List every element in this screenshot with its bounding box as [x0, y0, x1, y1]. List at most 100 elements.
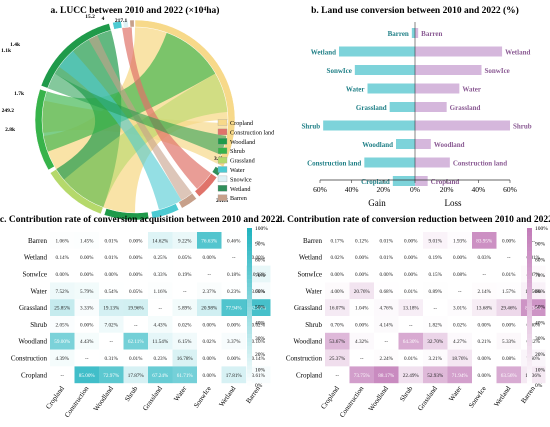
heatmap-cell-value: 0.00% [453, 255, 467, 261]
gain-bar [339, 46, 415, 57]
heatmap-cell-value: 0.17% [331, 238, 345, 244]
heatmap-cell-value: 13.18% [403, 306, 420, 312]
heatmap-cell-value: 0.02% [252, 322, 266, 328]
heatmap-cell [74, 366, 99, 384]
heatmap-cell [50, 232, 75, 249]
loss-bar [415, 65, 482, 75]
heatmap-cell [472, 232, 497, 249]
heatmap-cell-value: 4.32% [355, 339, 369, 345]
heatmap-cell-value: 4.00% [331, 289, 345, 295]
chord-arc-segment [49, 168, 104, 215]
colorbar-label: 40% [255, 320, 266, 326]
heatmap-cell [398, 265, 423, 283]
heatmap-row-label: Barren [303, 237, 323, 245]
heatmap-cell [172, 332, 197, 350]
colorbar-segment [247, 228, 252, 233]
colorbar-label: 60% [255, 289, 266, 295]
heatmap-cell [99, 332, 124, 350]
heatmap-cell [423, 299, 448, 316]
heatmap-cell-value: 0.54% [105, 289, 119, 295]
heatmap-cell-value: 0.01% [129, 356, 143, 362]
heatmap-cell [50, 282, 75, 300]
heatmap-cell [423, 265, 448, 283]
loss-bar [415, 83, 460, 94]
colorbar-segment [527, 267, 532, 272]
colorbar-segment [247, 302, 252, 307]
heatmap-cell-value: 7.60% [527, 356, 541, 362]
heatmap-cell-value: 0.02% [453, 322, 467, 328]
heatmap-cell-value: -- [61, 373, 65, 379]
heatmap-row-label: Water [305, 287, 322, 295]
heatmap-cell [123, 282, 148, 300]
heatmap-cell-value: 16.36% [525, 373, 542, 379]
loss-bar [415, 102, 447, 112]
loss-category-label: Wetland [505, 49, 530, 57]
heatmap-col-label: SonwIce [192, 385, 213, 410]
heatmap-cell [496, 282, 521, 300]
heatmap-cell-value: 0.14% [252, 356, 266, 362]
heatmap-cell-value: 1.57% [502, 289, 516, 295]
chord-arc-segment [178, 192, 197, 209]
heatmap-cell-value: -- [134, 322, 138, 328]
heatmap-col-label: SonwIce [467, 385, 488, 410]
heatmap-cell-value: 16.07% [329, 306, 346, 312]
heatmap-cell [325, 265, 350, 283]
panel-d-heatmap: d. Contribution rate of conversion reduc… [277, 215, 550, 419]
heatmap-cell [496, 299, 521, 316]
heatmap-row-label: Grassland [19, 304, 47, 312]
colorbar-segment [247, 357, 252, 362]
heatmap-cell-value: 0.00% [502, 322, 516, 328]
colorbar-label: 80% [535, 257, 546, 263]
heatmap-cell-value: 0.18% [227, 272, 241, 278]
heatmap-cell [246, 332, 271, 350]
heatmap-cell-value: 10.50% [525, 289, 542, 295]
legend-label: Grassland [230, 158, 256, 165]
heatmap-cell [246, 248, 271, 266]
heatmap-cell [221, 248, 246, 266]
colorbar-segment [247, 345, 252, 351]
heatmap-cell-value: 0.00% [380, 272, 394, 278]
colorbar-segment [247, 275, 252, 280]
heatmap-cell [221, 332, 246, 350]
heatmap-cell-value: 4.14% [380, 322, 394, 328]
heatmap-cell [472, 332, 497, 350]
heatmap-cell-value: 0.00% [105, 272, 119, 278]
heatmap-cell [221, 349, 246, 367]
colorbar-label: 100% [255, 226, 268, 232]
colorbar-label: 20% [535, 352, 546, 358]
heatmap-cell-value: 0.23% [154, 356, 168, 362]
heatmap-cell [472, 349, 497, 367]
colorbar-label: 20% [255, 352, 266, 358]
heatmap-cell [148, 316, 173, 333]
heatmap-acquisition: Barren 1.06% 1.45% 0.01% 0.00% 14.62% 9.22% 76.… [11, 226, 271, 419]
colorbar-segment [527, 279, 532, 284]
heatmap-cell-value: 82.67% [250, 306, 267, 312]
chord-legend: Cropland Construction land Woodland Shrub Gr… [217, 119, 275, 202]
loss-category-label: Construction land [453, 160, 507, 168]
colorbar-segment [527, 283, 532, 288]
heatmap-col-label: Construction [338, 384, 366, 419]
colorbar-label: 100% [535, 226, 548, 232]
heatmap-cell [148, 248, 173, 266]
colorbar-segment [527, 286, 532, 292]
heatmap-cell [472, 265, 497, 283]
colorbar-segment [247, 255, 252, 260]
heatmap-cell [123, 332, 148, 350]
heatmap-cell-value: -- [85, 356, 89, 362]
chord-arc-segment [194, 172, 218, 197]
heatmap-cell-value: 88.17% [378, 373, 395, 379]
heatmap-cell-value: 11.54% [152, 339, 168, 345]
heatmap-cell [447, 248, 472, 266]
heatmap-cell-value: 0.00% [80, 272, 94, 278]
colorbar-segment [527, 228, 532, 233]
heatmap-col-label: Wetland [218, 384, 238, 408]
heatmap-cell-value: 85.00% [79, 373, 96, 379]
heatmap-row-label: Woodland [18, 338, 47, 346]
colorbar-segment [527, 306, 532, 311]
heatmap-cell [172, 265, 197, 283]
chord-value-label: 2.8k [5, 127, 16, 133]
heatmap-cell [99, 349, 124, 367]
panel-c-heatmap: c. Contribution rate of conversion acqui… [0, 215, 280, 419]
chord-value-label: 1.7k [14, 91, 25, 97]
colorbar-segment [527, 326, 532, 331]
